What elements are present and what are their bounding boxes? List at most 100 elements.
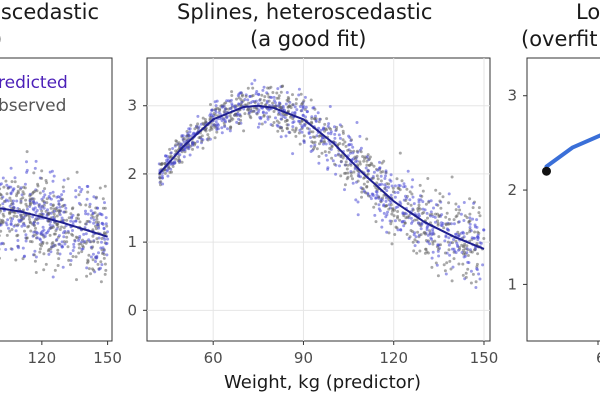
predicted-point [77, 239, 80, 242]
predicted-point [260, 106, 264, 110]
observed-point [57, 257, 61, 261]
observed-point [180, 160, 184, 164]
predicted-point [35, 236, 39, 240]
predicted-point [412, 202, 416, 206]
predicted-point [300, 124, 304, 128]
observed-point [14, 258, 18, 262]
predicted-point [285, 91, 289, 94]
observed-point [302, 134, 306, 138]
predicted-point [57, 202, 61, 206]
predicted-point [388, 219, 392, 223]
predicted-point [6, 218, 10, 222]
predicted-point [347, 143, 351, 146]
observed-point [461, 245, 465, 249]
observed-point [271, 124, 275, 127]
observed-point [320, 151, 324, 155]
predicted-point [430, 256, 434, 260]
predicted-point [390, 184, 394, 188]
observed-point [237, 96, 241, 100]
predicted-point [377, 203, 381, 207]
predicted-point [382, 211, 386, 215]
predicted-point [220, 105, 224, 109]
mid-x-tick-label: 120 [379, 349, 408, 367]
observed-point [333, 162, 337, 166]
observed-point [174, 157, 178, 161]
predicted-point [393, 184, 397, 188]
observed-point [58, 209, 62, 213]
predicted-point [8, 204, 12, 208]
observed-point [13, 180, 17, 184]
predicted-point [89, 255, 93, 259]
observed-point [294, 97, 298, 101]
observed-point [450, 279, 454, 283]
grid-lines [147, 58, 490, 341]
observed-point [45, 241, 49, 245]
observed-point [171, 165, 175, 168]
predicted-point [102, 227, 106, 231]
predicted-point [20, 224, 24, 228]
observed-point [100, 237, 104, 240]
observed-point [169, 156, 172, 159]
observed-point [52, 194, 56, 198]
observed-point [28, 203, 32, 207]
observed-point [442, 263, 446, 267]
predicted-point [164, 154, 167, 158]
observed-point [89, 272, 92, 276]
observed-point [395, 177, 399, 181]
predicted-point [74, 219, 78, 223]
predicted-point [11, 202, 15, 206]
mid-x-tick-label: 150 [470, 349, 499, 367]
observed-point [339, 159, 343, 163]
observed-point [0, 203, 2, 207]
predicted-point [85, 184, 89, 188]
observed-point [60, 225, 63, 229]
observed-point [396, 186, 400, 190]
observed-point [311, 141, 315, 145]
predicted-point [89, 209, 93, 213]
predicted-point [457, 248, 460, 252]
predicted-point [433, 215, 437, 219]
predicted-point [397, 183, 401, 187]
predicted-point [333, 125, 336, 129]
predicted-point [25, 168, 29, 172]
observed-point [349, 171, 353, 175]
observed-point [86, 190, 90, 194]
predicted-point [389, 173, 393, 177]
predicted-point [440, 221, 443, 225]
predicted-point [470, 236, 474, 240]
observed-point [286, 96, 290, 99]
observed-point [77, 251, 81, 255]
predicted-point [97, 226, 101, 230]
predicted-point [474, 286, 478, 289]
observed-point [377, 195, 381, 199]
predicted-point [455, 232, 459, 236]
observed-point [412, 249, 416, 253]
predicted-point [380, 225, 384, 229]
predicted-point [214, 120, 218, 124]
right-panel-title-line2: (overfit [521, 27, 598, 51]
predicted-point [279, 113, 283, 117]
observed-point [391, 186, 395, 190]
predicted-point [325, 158, 329, 162]
observed-point [315, 147, 319, 151]
observed-point [387, 182, 391, 186]
observed-point [22, 192, 26, 196]
predicted-point [58, 213, 62, 217]
predicted-point [355, 121, 359, 124]
observed-point [43, 187, 47, 191]
observed-point [170, 170, 173, 174]
predicted-point [394, 206, 398, 210]
predicted-point [448, 253, 452, 257]
predicted-point [367, 169, 371, 173]
predicted-point [59, 198, 63, 202]
observed-point [94, 220, 98, 224]
left-x-tick-label: 150 [93, 349, 122, 367]
predicted-point [19, 218, 23, 222]
predicted-point [305, 110, 309, 114]
observed-point [159, 180, 163, 184]
observed-point [158, 176, 162, 180]
observed-point [203, 118, 207, 121]
predicted-point [11, 217, 15, 221]
predicted-point [338, 123, 342, 127]
observed-point [244, 94, 248, 98]
